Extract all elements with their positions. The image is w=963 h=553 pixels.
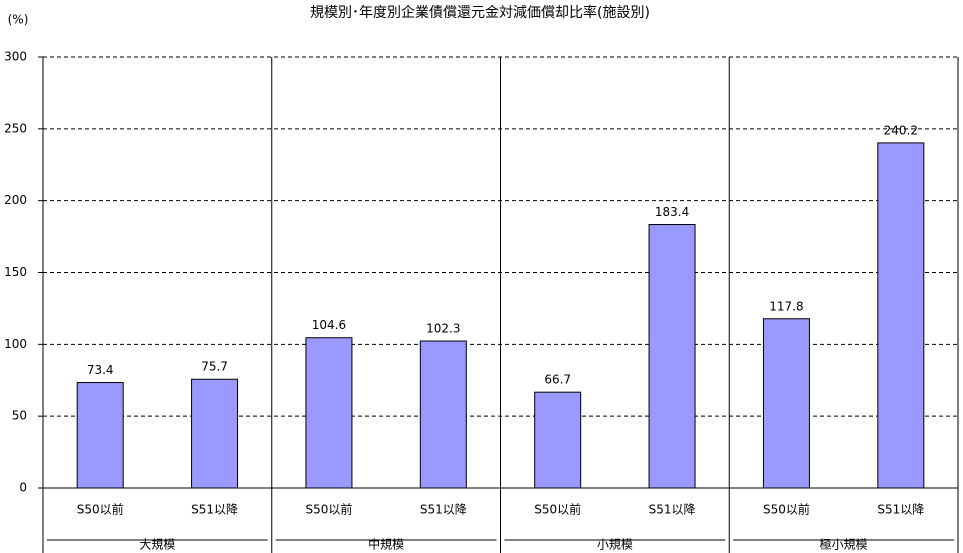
data-label: 102.3 [426,322,460,336]
data-label: 183.4 [655,205,689,219]
x-tick-label: S50以前 [763,502,810,517]
x-tick-label: S50以前 [534,502,581,517]
data-label: 73.4 [87,363,114,377]
y-tick-label: 250 [4,121,27,135]
group-label: 極小規模 [820,537,868,552]
y-tick-label: 100 [4,337,27,351]
y-tick-label: 150 [4,265,27,279]
y-tick-label: 200 [4,193,27,207]
bar [648,224,696,489]
bar [419,340,467,489]
data-label: 117.8 [769,299,803,313]
x-tick-label: S50以前 [77,502,124,517]
group-label: 小規模 [597,537,633,552]
group-label: 大規模 [139,537,175,552]
bar [305,337,353,489]
data-label: 104.6 [312,318,346,332]
chart-title: 規模別･年度別企業債償還元金対減価償却比率(施設別) [310,4,650,21]
group-label: 中規模 [368,537,404,552]
x-tick-label: S51以降 [649,503,696,517]
bar [877,142,925,489]
data-label: 75.7 [201,360,228,374]
data-label: 240.2 [884,123,918,137]
bar [762,318,810,489]
y-tick-label: 50 [12,409,27,423]
bar [76,382,124,489]
x-tick-label: S51以降 [420,503,467,517]
bar [534,391,582,489]
x-tick-label: S51以降 [877,503,924,517]
y-tick-label: 300 [4,50,27,64]
data-label: 66.7 [544,373,571,387]
x-tick-label: S51以降 [191,503,238,517]
x-tick-label: S50以前 [305,502,352,517]
bar [191,378,239,489]
y-tick-label: 0 [19,481,27,495]
y-axis-label: (%) [8,13,29,27]
